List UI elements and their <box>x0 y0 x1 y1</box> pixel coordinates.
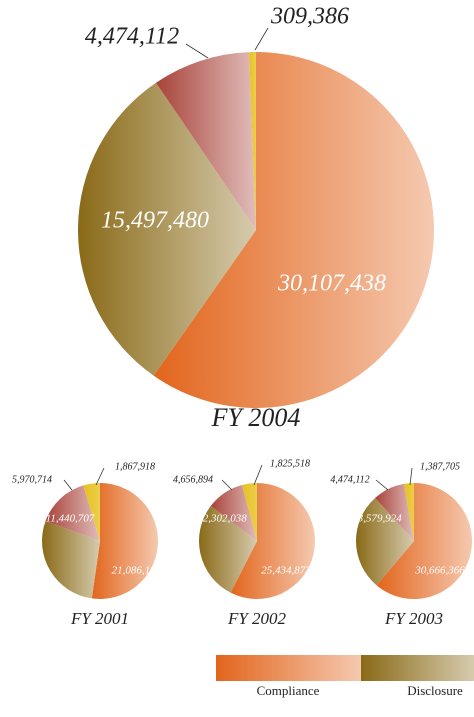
pie-slice <box>153 52 434 408</box>
pie-slice <box>403 483 414 541</box>
data-label: 5,970,714 <box>12 474 52 485</box>
data-label: 15,497,480 <box>101 208 209 234</box>
pie-slice <box>375 483 414 541</box>
leader-line <box>253 464 263 486</box>
pie-slice <box>356 497 414 586</box>
pie-slice <box>156 52 256 230</box>
legend-label: Disclosure <box>407 683 463 698</box>
pie-slice <box>45 485 100 541</box>
data-label: 309,386 <box>270 4 349 30</box>
data-label: 1,867,918 <box>115 461 155 472</box>
pie-slice <box>242 483 257 541</box>
pie-slice <box>83 483 100 541</box>
data-label: 4,474,112 <box>85 24 179 50</box>
data-label: 11,440,707 <box>46 513 95 525</box>
pie-slice <box>42 521 100 599</box>
pie-slice <box>198 505 257 593</box>
data-label: 4,474,112 <box>330 474 369 485</box>
pie-slice <box>376 483 472 599</box>
data-label: 12,302,038 <box>197 513 247 525</box>
pie-slice <box>230 483 315 599</box>
pie-slice <box>249 52 256 230</box>
leader-line <box>63 479 73 491</box>
data-label: 30,107,438 <box>277 271 386 297</box>
legend-label: Compliance <box>257 683 320 698</box>
pie-title: FY 2001 <box>70 609 129 628</box>
data-label: 1,825,518 <box>270 458 310 469</box>
pie-slice <box>77 82 256 376</box>
data-label: 25,434,873 <box>261 565 311 577</box>
data-label: 21,086,119 <box>112 565 161 577</box>
data-label: 13,579,924 <box>352 513 402 525</box>
leader-line <box>95 467 105 486</box>
leader-line <box>409 467 413 486</box>
pie-title: FY 2002 <box>227 609 287 628</box>
leader-line <box>254 27 269 51</box>
leader-line <box>185 43 209 59</box>
data-label: 30,666,366 <box>414 565 465 577</box>
legend-swatch <box>361 655 474 681</box>
data-label: 4,656,894 <box>173 474 213 485</box>
pie-slice <box>91 483 158 599</box>
leader-line <box>375 479 389 491</box>
pie-title: FY 2003 <box>384 609 443 628</box>
legend-swatch <box>216 655 361 681</box>
pie-title: FY 2004 <box>211 403 301 432</box>
leader-line <box>221 479 233 491</box>
pie-slice <box>210 484 257 541</box>
data-label: 1,387,705 <box>420 461 460 472</box>
